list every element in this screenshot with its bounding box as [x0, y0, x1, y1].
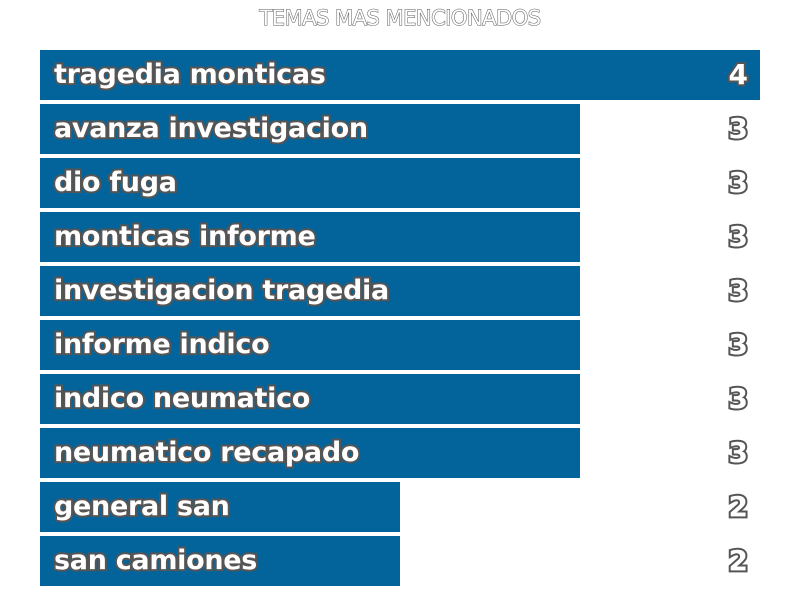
bar-value-label: 3 — [726, 272, 750, 309]
bar-value-label: 3 — [726, 218, 750, 255]
bar — [40, 374, 580, 424]
bar-value-label: 3 — [726, 164, 750, 201]
bar-value-label: 4 — [726, 56, 750, 93]
bar — [40, 158, 580, 208]
chart-title: TEMAS MAS MENCIONADOS — [259, 6, 542, 31]
bar — [40, 212, 580, 262]
bar-label: tragedia monticas — [52, 57, 328, 92]
bar-value-label: 3 — [726, 110, 750, 147]
bar-label: san camiones — [52, 543, 259, 578]
bar-label: neumatico recapado — [52, 435, 361, 470]
bar-value-label: 2 — [726, 488, 750, 525]
bar-label: avanza investigacion — [52, 111, 370, 146]
bar-label: general san — [52, 489, 232, 524]
bar-label: indico neumatico — [52, 381, 312, 416]
bar — [40, 50, 760, 100]
bar — [40, 482, 400, 532]
bar-value-label: 2 — [726, 542, 750, 579]
bar — [40, 104, 580, 154]
bar — [40, 266, 580, 316]
bar — [40, 320, 580, 370]
bar — [40, 536, 400, 586]
bar-label: investigacion tragedia — [52, 273, 391, 308]
bar-value-label: 3 — [726, 326, 750, 363]
bar-label: informe indico — [52, 327, 272, 362]
bar — [40, 428, 580, 478]
bar-label: monticas informe — [52, 219, 318, 254]
bar-label: dio fuga — [52, 165, 179, 200]
bar-value-label: 3 — [726, 380, 750, 417]
bar-value-label: 3 — [726, 434, 750, 471]
